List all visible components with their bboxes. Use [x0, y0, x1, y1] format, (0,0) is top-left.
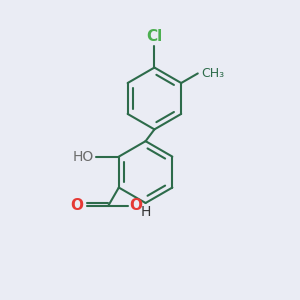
Text: O: O: [70, 198, 83, 213]
Text: H: H: [141, 206, 151, 219]
Text: CH₃: CH₃: [201, 67, 224, 80]
Text: HO: HO: [72, 150, 94, 164]
Text: Cl: Cl: [146, 29, 163, 44]
Text: O: O: [130, 198, 143, 213]
